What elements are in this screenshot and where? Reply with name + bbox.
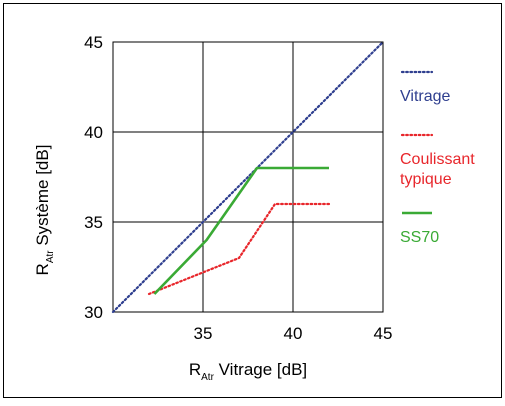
y-axis-label: RAtr Système [dB] — [33, 145, 56, 276]
legend: Vitrage Coulissant typique SS70 — [400, 70, 475, 246]
y-tick-label: 30 — [84, 303, 103, 322]
legend-label-ss70: SS70 — [400, 229, 439, 246]
series-line-coulissant-typique — [147, 202, 331, 296]
plot-area — [112, 41, 384, 313]
chart-frame — [3, 3, 502, 398]
legend-label-coulissant-typique: Coulissant typique — [400, 151, 475, 188]
x-axis-label-sub: Atr — [201, 372, 214, 383]
plot-border — [112, 41, 384, 313]
x-tick-label: 45 — [374, 324, 393, 343]
tick-labels: 35 40 45 30 35 40 45 — [84, 33, 392, 343]
legend-label-line: SS70 — [400, 229, 439, 246]
legend-label-line: Vitrage — [400, 88, 451, 105]
legend-label-line: Coulissant — [400, 151, 475, 168]
x-axis-label-main: R — [189, 360, 201, 379]
y-axis-label-main: R — [33, 263, 52, 275]
y-tick-label: 45 — [84, 33, 103, 52]
x-axis-label: RAtr Vitrage [dB] — [189, 360, 307, 383]
series-line-ss70 — [153, 166, 329, 295]
series-layer — [111, 40, 385, 314]
legend-label-line: typique — [400, 171, 452, 188]
x-axis-label-rest: Vitrage [dB] — [214, 360, 307, 379]
y-axis-label-rest: Système [dB] — [33, 145, 52, 251]
y-axis-label-sub: Atr — [45, 250, 56, 263]
y-tick-label: 40 — [84, 123, 103, 142]
x-tick-label: 35 — [194, 324, 213, 343]
y-tick-label: 35 — [84, 213, 103, 232]
legend-label-vitrage: Vitrage — [400, 88, 451, 105]
x-tick-label: 40 — [284, 324, 303, 343]
series-line-vitrage — [111, 40, 385, 314]
